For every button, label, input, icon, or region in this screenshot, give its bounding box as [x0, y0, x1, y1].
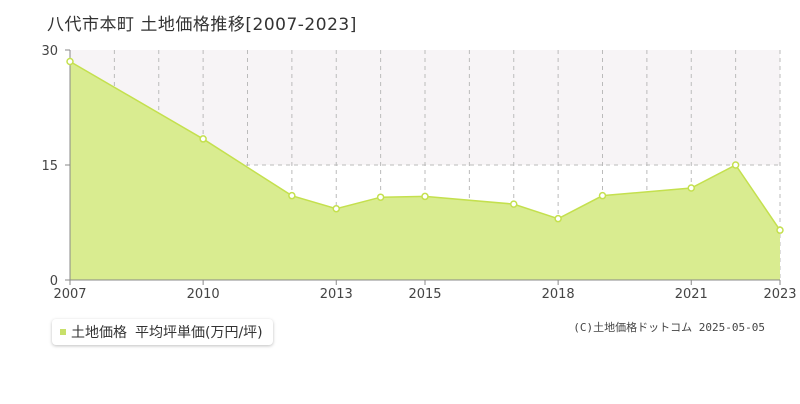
data-point: [66, 57, 74, 66]
x-tick-label: 2018: [542, 287, 575, 302]
data-point: [598, 191, 607, 200]
data-point: [776, 226, 784, 234]
x-tick-label: 2007: [53, 287, 86, 302]
data-point: [421, 192, 429, 201]
legend-series-label: 土地価格: [71, 325, 127, 341]
y-tick-label: 30: [41, 44, 58, 59]
data-point: [687, 184, 695, 192]
data-point: [731, 161, 740, 169]
data-point: [510, 200, 518, 208]
data-point: [199, 135, 207, 143]
x-tick-label: 2010: [187, 287, 220, 302]
legend-swatch: [60, 329, 66, 335]
x-tick-label: 2023: [763, 287, 796, 302]
legend: 土地価格 平均坪単価(万円/坪): [52, 319, 273, 345]
legend-unit-label: 平均坪単価(万円/坪): [135, 325, 263, 341]
x-tick-label: 2015: [408, 287, 441, 302]
y-tick-label: 15: [41, 159, 58, 174]
series-area: [70, 61, 780, 280]
y-tick-label: 0: [50, 274, 58, 289]
x-tick-label: 2021: [675, 287, 708, 302]
data-point: [376, 193, 385, 201]
copyright-text: (C)土地価格ドットコム 2025-05-05: [573, 321, 765, 334]
data-point: [288, 191, 296, 200]
x-tick-label: 2013: [320, 287, 353, 302]
chart-title: 八代市本町 土地価格推移[2007-2023]: [47, 15, 357, 35]
data-point: [332, 204, 340, 213]
series-line: [69, 60, 781, 231]
data-point: [554, 214, 562, 223]
